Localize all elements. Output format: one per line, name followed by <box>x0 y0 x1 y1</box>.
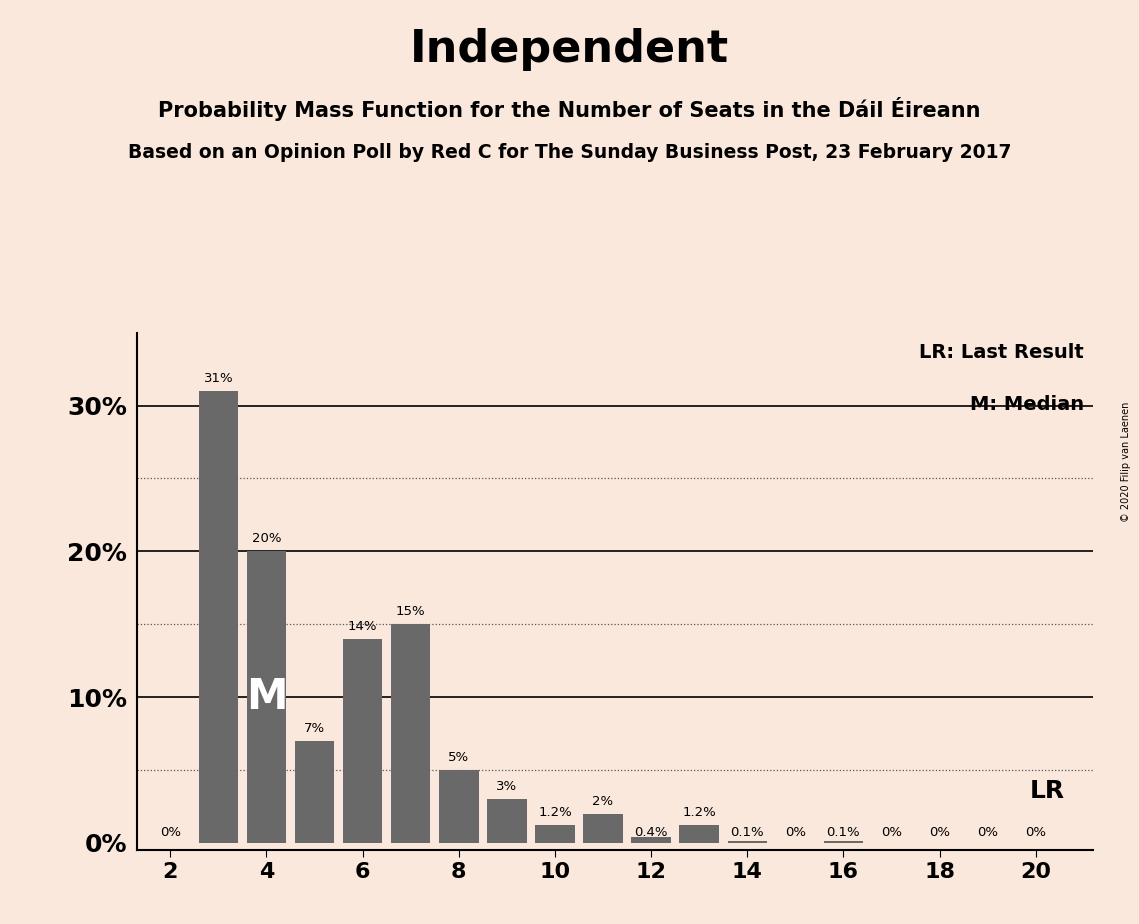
Text: LR: LR <box>1030 779 1065 803</box>
Text: Based on an Opinion Poll by Red C for The Sunday Business Post, 23 February 2017: Based on an Opinion Poll by Red C for Th… <box>128 143 1011 163</box>
Bar <box>823 842 863 843</box>
Bar <box>680 825 719 843</box>
Text: 0.1%: 0.1% <box>827 826 860 839</box>
Text: 7%: 7% <box>304 722 325 735</box>
Text: M: M <box>246 676 287 718</box>
Bar <box>583 814 623 843</box>
Text: 3%: 3% <box>497 780 517 793</box>
Text: Probability Mass Function for the Number of Seats in the Dáil Éireann: Probability Mass Function for the Number… <box>158 97 981 121</box>
Bar <box>535 825 575 843</box>
Text: 5%: 5% <box>449 751 469 764</box>
Text: 2%: 2% <box>592 795 614 808</box>
Bar <box>728 842 767 843</box>
Text: 0.4%: 0.4% <box>634 826 667 839</box>
Text: 14%: 14% <box>347 620 377 633</box>
Bar <box>198 391 238 843</box>
Text: 20%: 20% <box>252 532 281 545</box>
Text: 0%: 0% <box>1025 826 1047 839</box>
Text: 0%: 0% <box>785 826 806 839</box>
Text: M: Median: M: Median <box>969 395 1084 414</box>
Bar <box>487 799 526 843</box>
Text: Independent: Independent <box>410 28 729 71</box>
Text: LR: Last Result: LR: Last Result <box>919 343 1084 362</box>
Bar <box>343 638 383 843</box>
Text: 0%: 0% <box>880 826 902 839</box>
Text: 0%: 0% <box>929 826 950 839</box>
Text: 1.2%: 1.2% <box>682 807 716 820</box>
Text: 0.1%: 0.1% <box>730 826 764 839</box>
Text: 0%: 0% <box>159 826 181 839</box>
Text: 31%: 31% <box>204 372 233 385</box>
Text: 0%: 0% <box>977 826 998 839</box>
Bar <box>440 770 478 843</box>
Bar <box>295 741 334 843</box>
Text: © 2020 Filip van Laenen: © 2020 Filip van Laenen <box>1121 402 1131 522</box>
Bar <box>391 624 431 843</box>
Text: 1.2%: 1.2% <box>538 807 572 820</box>
Text: 15%: 15% <box>396 605 426 618</box>
Bar <box>247 552 286 843</box>
Bar <box>631 837 671 843</box>
